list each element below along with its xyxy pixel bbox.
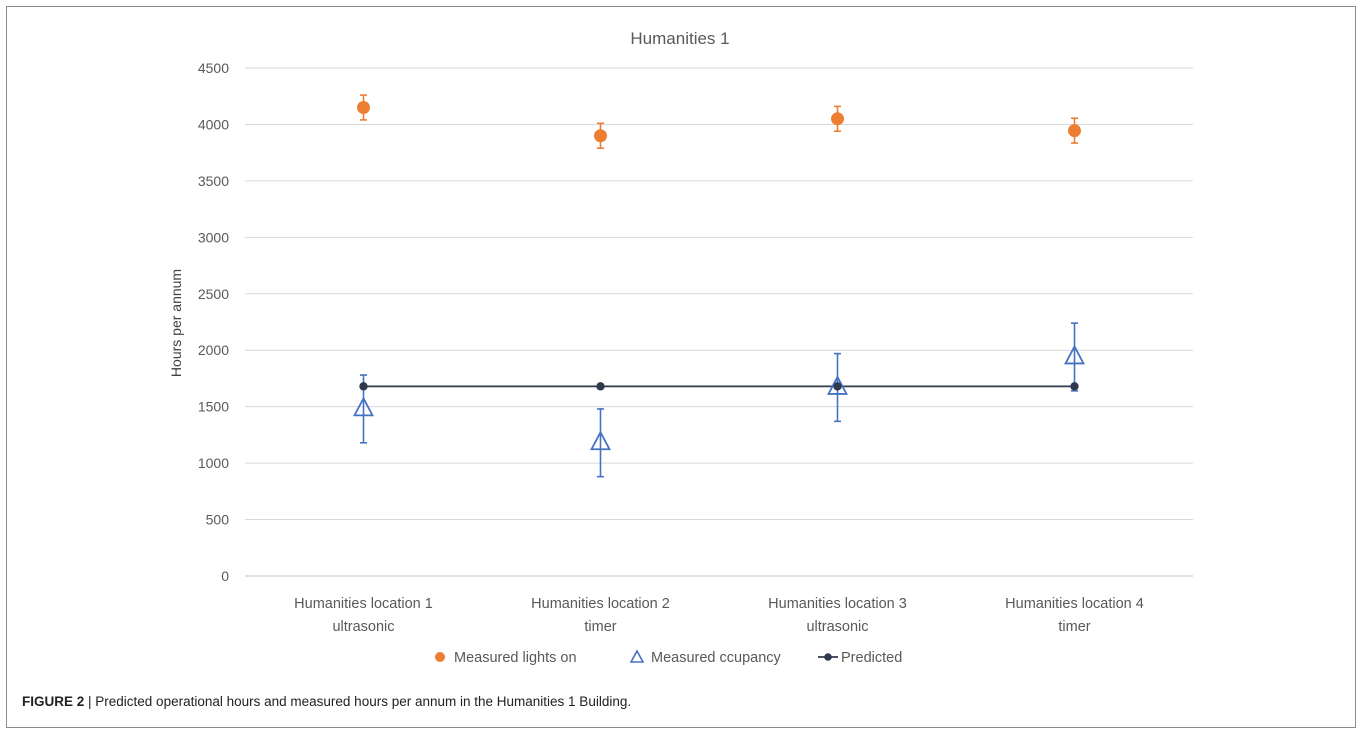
y-tick-label: 3500 (198, 173, 229, 189)
y-tick-label: 1000 (198, 455, 229, 471)
occupancy-point (353, 396, 374, 417)
legend-marker-occupancy (629, 649, 645, 663)
occupancy-point (827, 375, 848, 395)
legend-marker-predicted-dot (824, 653, 832, 661)
caption-text: | Predicted operational hours and measur… (84, 694, 632, 709)
x-tick-label: Humanities location 1 (294, 596, 433, 612)
legend-label: Measured ccupancy (651, 650, 782, 666)
legend-label: Measured lights on (454, 650, 577, 666)
caption-label: FIGURE 2 (22, 694, 85, 709)
legend-label: Predicted (841, 650, 902, 666)
y-tick-label: 500 (206, 512, 230, 528)
y-tick-label: 1500 (198, 399, 229, 415)
predicted-point (833, 382, 842, 391)
x-tick-label: Humanities location 4 (1005, 596, 1144, 612)
x-tick-label: timer (1058, 619, 1090, 635)
x-tick-label: Humanities location 3 (768, 596, 907, 612)
figure-frame (6, 6, 1356, 728)
x-axis-ticks: Humanities location 1 ultrasonic Humanitie… (294, 596, 1144, 635)
legend: Measured lights on Measured ccupancy Predi… (435, 649, 902, 666)
legend-marker-lights-on (435, 652, 445, 662)
lights-on-point (594, 129, 607, 143)
predicted-point (596, 382, 605, 391)
predicted-point (1070, 382, 1079, 391)
x-tick-label: ultrasonic (806, 619, 868, 635)
gridlines (245, 67, 1193, 577)
plot-area (353, 94, 1085, 478)
figure-caption: FIGURE 2 | Predicted operational hours a… (22, 694, 631, 709)
y-axis-label: Hours per annum (168, 269, 184, 377)
x-tick-label: Humanities location 2 (531, 596, 670, 612)
y-tick-label: 4000 (198, 116, 229, 132)
chart: Humanities 1 Hours per annum 0 500 1000 150… (168, 29, 1193, 666)
y-tick-label: 2000 (198, 342, 229, 358)
chart-title: Humanities 1 (630, 29, 729, 48)
lights-on-point (1068, 124, 1081, 138)
y-tick-label: 2500 (198, 286, 229, 302)
occupancy-point (590, 430, 611, 451)
lights-on-point (357, 101, 370, 115)
occupancy-point (1064, 344, 1085, 365)
lights-on-point (831, 112, 844, 126)
x-tick-label: ultrasonic (332, 619, 394, 635)
y-tick-label: 0 (221, 568, 229, 584)
y-tick-label: 3000 (198, 229, 229, 245)
predicted-point (359, 382, 368, 391)
y-tick-label: 4500 (198, 60, 229, 76)
x-tick-label: timer (584, 619, 616, 635)
y-axis-ticks: 0 500 1000 1500 2000 2500 3000 3500 4000 4500 (198, 60, 229, 584)
